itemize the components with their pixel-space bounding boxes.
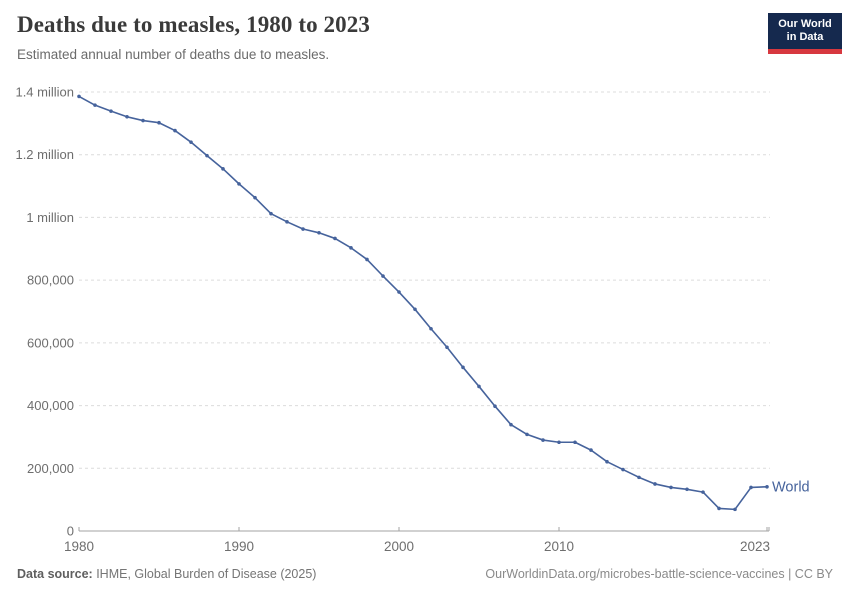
chart-header: Deaths due to measles, 1980 to 2023 Esti… — [17, 12, 757, 62]
data-point[interactable] — [189, 140, 193, 144]
data-point[interactable] — [173, 128, 177, 133]
chart-footer: Data source: IHME, Global Burden of Dise… — [17, 567, 833, 585]
attribution-link[interactable]: OurWorldinData.org/microbes-battle-scien… — [485, 567, 833, 581]
data-point[interactable] — [365, 257, 369, 262]
trend-line[interactable] — [78, 95, 768, 511]
data-point[interactable] — [733, 507, 737, 512]
x-tick-label: 1990 — [224, 539, 254, 554]
data-point[interactable] — [509, 422, 513, 427]
data-point[interactable] — [381, 274, 385, 278]
data-source: Data source: IHME, Global Burden of Dise… — [17, 567, 316, 585]
data-point[interactable] — [637, 475, 641, 480]
data-point[interactable] — [253, 195, 257, 200]
data-point[interactable] — [125, 114, 129, 119]
y-tick-label: 1 million — [26, 210, 74, 225]
x-tick-label: 2000 — [384, 539, 414, 554]
data-point[interactable] — [301, 227, 305, 231]
data-point[interactable] — [205, 153, 209, 158]
data-point[interactable] — [221, 167, 225, 171]
y-tick-label: 800,000 — [27, 273, 74, 288]
data-point[interactable] — [701, 490, 705, 494]
chart-subtitle: Estimated annual number of deaths due to… — [17, 47, 330, 62]
data-point[interactable] — [413, 307, 417, 312]
data-point[interactable] — [653, 482, 657, 486]
y-tick-label: 200,000 — [27, 461, 74, 476]
data-point[interactable] — [93, 103, 97, 107]
data-point[interactable] — [269, 211, 273, 216]
data-point[interactable] — [429, 326, 433, 331]
data-point[interactable] — [285, 220, 289, 224]
owid-logo-line1: Our World — [778, 18, 832, 30]
data-point[interactable] — [77, 94, 81, 99]
data-point[interactable] — [397, 290, 401, 294]
data-point[interactable] — [589, 448, 593, 452]
data-point[interactable] — [317, 230, 321, 235]
y-tick-label: 0 — [67, 524, 74, 539]
data-point[interactable] — [333, 236, 337, 241]
data-point[interactable] — [717, 506, 721, 511]
x-tick-label: 2010 — [544, 539, 574, 554]
y-tick-label: 400,000 — [27, 398, 74, 413]
data-point[interactable] — [141, 118, 145, 123]
data-point[interactable] — [493, 404, 497, 408]
y-tick-label: 1.2 million — [15, 147, 74, 162]
owid-logo[interactable]: Our World in Data — [768, 13, 842, 54]
y-tick-label: 1.4 million — [15, 85, 74, 100]
data-point[interactable] — [573, 440, 577, 445]
x-tick-label: 2023 — [740, 539, 770, 554]
data-point[interactable] — [669, 485, 673, 490]
data-point[interactable] — [525, 432, 529, 437]
data-point[interactable] — [749, 485, 753, 490]
y-tick-label: 600,000 — [27, 335, 74, 350]
x-tick-label: 1980 — [64, 539, 94, 554]
data-point[interactable] — [109, 109, 113, 113]
chart-title: Deaths due to measles, 1980 to 2023 — [17, 12, 370, 37]
data-point[interactable] — [541, 438, 545, 442]
data-point[interactable] — [157, 120, 161, 125]
data-point[interactable] — [349, 246, 353, 250]
data-point[interactable] — [477, 384, 481, 389]
data-source-text: IHME, Global Burden of Disease (2025) — [92, 567, 317, 581]
data-point[interactable] — [765, 484, 769, 489]
data-source-label: Data source: — [17, 567, 93, 581]
data-point[interactable] — [621, 467, 625, 472]
data-point[interactable] — [445, 345, 449, 350]
data-point[interactable] — [685, 487, 689, 492]
series-label-world: World — [772, 479, 810, 495]
data-point[interactable] — [461, 365, 465, 370]
data-point[interactable] — [557, 440, 561, 445]
data-point[interactable] — [237, 182, 241, 186]
owid-logo-line2: in Data — [786, 31, 824, 43]
data-point[interactable] — [605, 459, 609, 464]
